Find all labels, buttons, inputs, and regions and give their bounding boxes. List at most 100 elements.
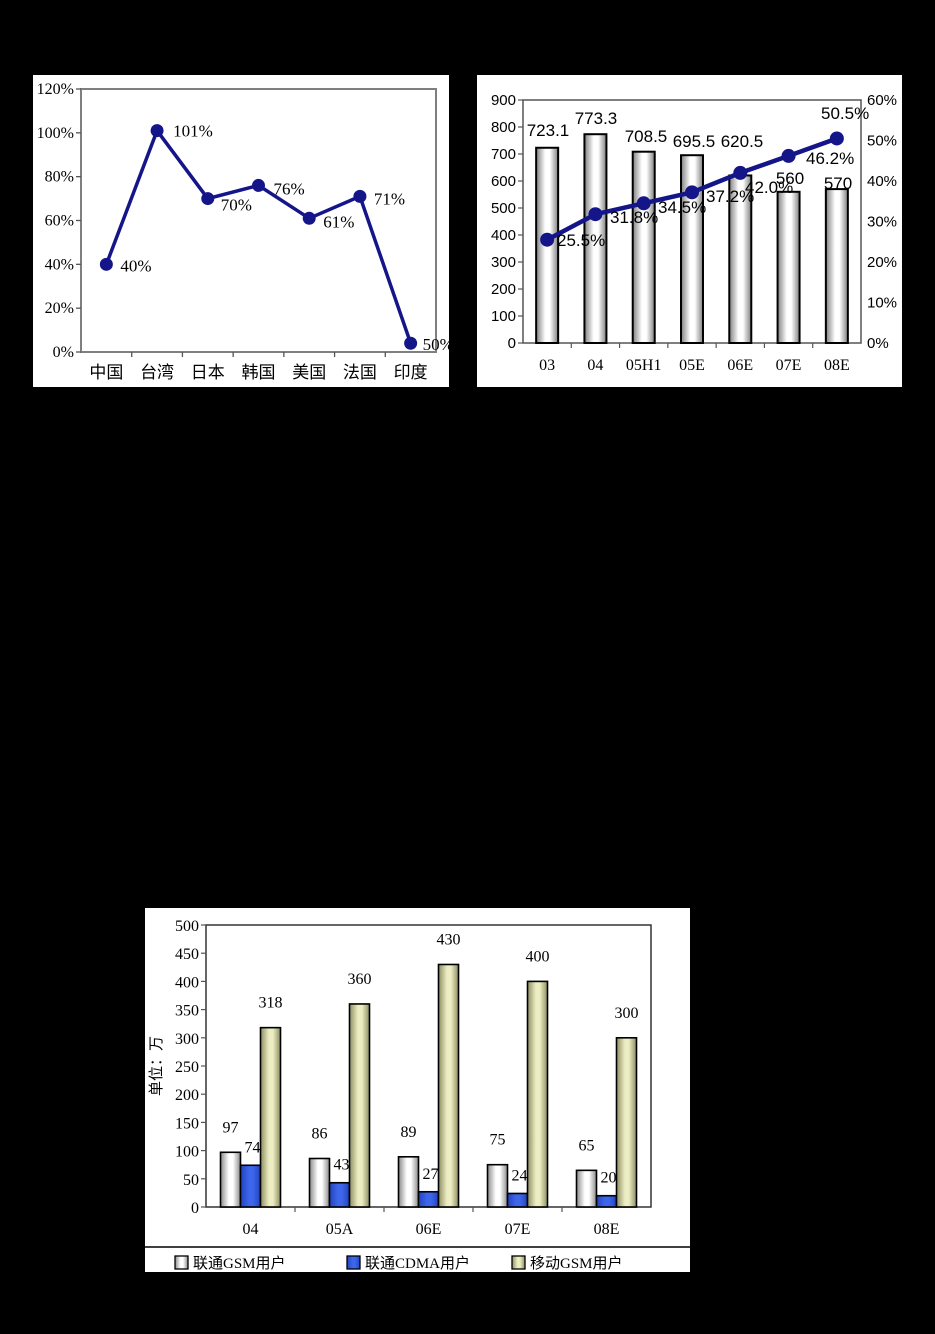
data-point-marker	[733, 165, 748, 180]
legend-swatch-gray	[174, 1255, 189, 1270]
data-point-marker	[588, 207, 603, 222]
data-point-marker	[636, 196, 651, 211]
bar-blue	[506, 1192, 529, 1208]
bar-khaki	[259, 1026, 282, 1208]
y-axis-tick-label: 0%	[53, 344, 74, 361]
y-axis-tick-label: 50	[183, 1172, 199, 1189]
y-axis-tick-label: 100	[175, 1144, 199, 1161]
data-point-label: 71%	[374, 189, 405, 208]
y-axis-tick-label: 400	[175, 974, 199, 991]
x-axis-category-label: 08E	[594, 1221, 620, 1238]
bar-value-label: 43	[334, 1157, 350, 1174]
x-axis-category-label: 中国	[89, 363, 123, 382]
combo-chart-svg: 0 100 200 300 400 500 600 700 800 900 0% 10% 20% 30% 4…	[491, 92, 897, 374]
y-axis-tick-label: 350	[175, 1003, 199, 1020]
bar-value-label: 65	[579, 1137, 595, 1154]
data-point-marker	[99, 257, 113, 271]
x-axis-category-label: 台湾	[140, 363, 174, 382]
bar-khaki	[348, 1003, 371, 1208]
x-axis-category-label: 03	[539, 357, 555, 374]
bar-blue	[328, 1181, 351, 1208]
x-axis-category-label: 美国	[292, 363, 326, 382]
bar	[631, 150, 656, 344]
bar-gray	[308, 1157, 331, 1208]
line-value-label: 31.8%	[610, 208, 658, 227]
y-axis-tick-label: 500	[175, 918, 199, 935]
bar-value-label: 75	[490, 1132, 506, 1149]
right-axis-tick-label: 40%	[867, 173, 897, 190]
legend-swatch-blue	[346, 1255, 361, 1270]
y-axis-tick-label: 150	[175, 1115, 199, 1132]
data-point-marker	[201, 192, 215, 206]
data-point-marker	[252, 178, 265, 192]
bar-value-label: 560	[776, 169, 804, 188]
x-axis-category-label: 07E	[505, 1221, 531, 1238]
left-axis-tick-label: 300	[491, 254, 516, 271]
data-point-marker	[781, 148, 796, 163]
grouped-bar-chart-svg: 0 50 100 150 200 250 300 350 400 450 500 单位：万 04 05A 0…	[145, 918, 690, 1272]
x-axis-category-label: 08E	[824, 357, 850, 374]
bar-value-label: 318	[259, 995, 283, 1012]
x-axis-category-label: 05H1	[626, 357, 662, 374]
left-axis-tick-label: 400	[491, 227, 516, 244]
bar-value-label: 89	[401, 1124, 417, 1141]
data-point-label: 101%	[173, 122, 213, 141]
bar-khaki	[526, 980, 549, 1208]
data-point-marker	[540, 232, 555, 247]
right-axis-tick-label: 10%	[867, 295, 897, 312]
plot-area	[80, 88, 437, 353]
line-value-label: 37.2%	[706, 187, 754, 206]
bar-gray	[397, 1156, 420, 1208]
x-axis-category-label: 韩国	[242, 363, 276, 382]
y-axis-tick-label: 100%	[37, 125, 74, 142]
bar-value-label: 27	[423, 1166, 439, 1183]
bar-value-label: 97	[223, 1119, 239, 1136]
y-axis-tick-label: 0	[191, 1200, 199, 1217]
bar	[824, 188, 849, 344]
x-axis-category-label: 印度	[394, 363, 428, 382]
subscriber-scale-combo-chart: 0 100 200 300 400 500 600 700 800 900 0% 10% 20% 30% 4…	[477, 75, 902, 387]
bar-khaki	[615, 1037, 638, 1208]
bar-value-label: 723.1	[527, 121, 570, 140]
y-axis-tick-label: 250	[175, 1059, 199, 1076]
bar-gray	[219, 1151, 242, 1208]
left-axis-tick-label: 900	[491, 92, 516, 109]
bar-blue	[595, 1194, 618, 1208]
data-point-marker	[829, 131, 844, 146]
bar-value-label: 360	[348, 971, 372, 988]
y-axis-tick-label: 80%	[45, 169, 74, 186]
line-value-label: 25.5%	[557, 231, 605, 250]
left-axis-tick-label: 500	[491, 200, 516, 217]
bar-value-label: 400	[526, 948, 550, 965]
left-axis-tick-label: 100	[491, 308, 516, 325]
bar-value-label: 620.5	[721, 132, 764, 151]
y-axis-tick-label: 20%	[45, 300, 74, 317]
bar-khaki	[437, 963, 460, 1208]
line-value-label: 46.2%	[806, 149, 854, 168]
left-axis-tick-label: 800	[491, 119, 516, 136]
left-axis-tick-label: 600	[491, 173, 516, 190]
bar	[680, 154, 704, 344]
bar	[776, 190, 801, 344]
y-axis-title: 单位：万	[148, 1036, 165, 1096]
y-axis-tick-label: 200	[175, 1087, 199, 1104]
bar-gray	[486, 1163, 509, 1208]
y-axis-tick-label: 120%	[37, 81, 74, 98]
x-axis-category-label: 04	[587, 357, 603, 374]
right-axis-tick-label: 30%	[867, 214, 897, 231]
x-axis-category-label: 04	[243, 1221, 259, 1238]
line-chart-svg: 0% 20% 40% 60% 80% 100% 120% 中国 台湾 日本 韩国 美国 法国 印度 40% 1…	[37, 81, 449, 382]
right-axis-tick-label: 60%	[867, 92, 897, 109]
bar-value-label: 74	[245, 1139, 261, 1156]
bar-gray	[575, 1169, 598, 1208]
x-axis-category-label: 法国	[343, 363, 377, 382]
x-axis-category-label: 日本	[191, 363, 225, 382]
data-point-label: 40%	[120, 256, 151, 275]
bar-value-label: 695.5	[673, 132, 716, 151]
bar-value-label: 24	[512, 1167, 528, 1184]
x-axis-category-label: 06E	[416, 1221, 442, 1238]
right-axis-tick-label: 20%	[867, 254, 897, 271]
bar-value-label: 773.3	[575, 109, 618, 128]
data-point-label: 50%	[423, 335, 449, 354]
